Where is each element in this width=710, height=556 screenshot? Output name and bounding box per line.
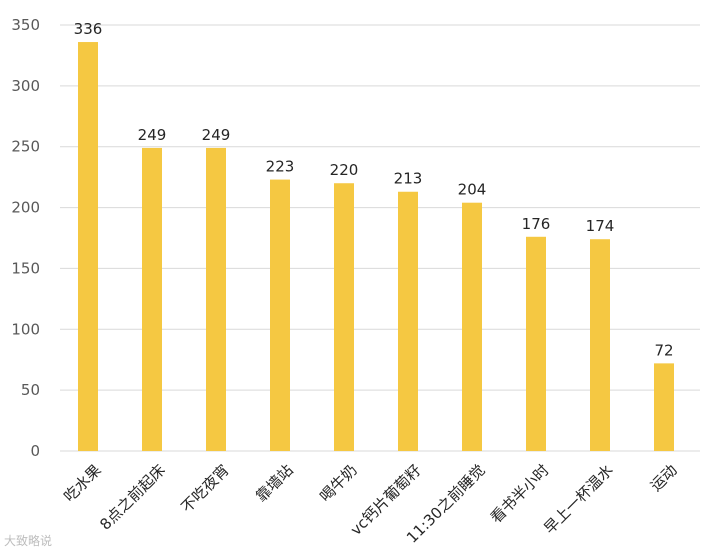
y-tick-label: 50 [21, 381, 40, 399]
data-label: 174 [586, 217, 615, 235]
y-tick-label: 350 [11, 16, 40, 34]
bars [78, 42, 674, 451]
data-label: 223 [266, 158, 295, 176]
x-category-label: 喝牛奶 [316, 461, 361, 506]
x-category-label: 吃水果 [60, 461, 105, 506]
bar [334, 183, 354, 451]
x-category-label: 看书半小时 [487, 461, 553, 527]
bar [590, 239, 610, 451]
bar [654, 363, 674, 451]
data-label: 220 [330, 161, 359, 179]
y-tick-label: 150 [11, 259, 40, 277]
x-category-label: 8点之前起床 [96, 461, 169, 534]
gridlines [60, 24, 700, 452]
y-axis-ticks: 0 50 100 150 200 250 300 350 [11, 16, 40, 460]
bar [462, 202, 482, 451]
bar [398, 191, 418, 451]
data-label: 213 [394, 170, 423, 188]
data-label: 204 [458, 181, 487, 199]
y-tick-label: 0 [30, 442, 40, 460]
bar [206, 147, 226, 451]
bar [78, 42, 98, 451]
data-label: 72 [654, 341, 673, 359]
y-tick-label: 300 [11, 77, 40, 95]
data-label: 336 [74, 20, 103, 38]
watermark: 大致略说 [4, 534, 53, 548]
bar [526, 236, 546, 451]
x-category-label: 靠墙站 [252, 461, 297, 506]
y-tick-label: 250 [11, 138, 40, 156]
data-labels: 336 249 249 223 220 213 204 176 174 72 [74, 20, 674, 359]
data-label: 249 [138, 126, 167, 144]
bar [270, 179, 290, 451]
x-category-label: 运动 [647, 461, 681, 495]
data-label: 176 [522, 215, 551, 233]
bar [142, 147, 162, 451]
y-tick-label: 200 [11, 199, 40, 217]
x-category-label: 早上一杯温水 [540, 461, 616, 537]
y-tick-label: 100 [11, 320, 40, 338]
data-label: 249 [202, 126, 231, 144]
x-category-label: 不吃夜宵 [178, 461, 233, 516]
